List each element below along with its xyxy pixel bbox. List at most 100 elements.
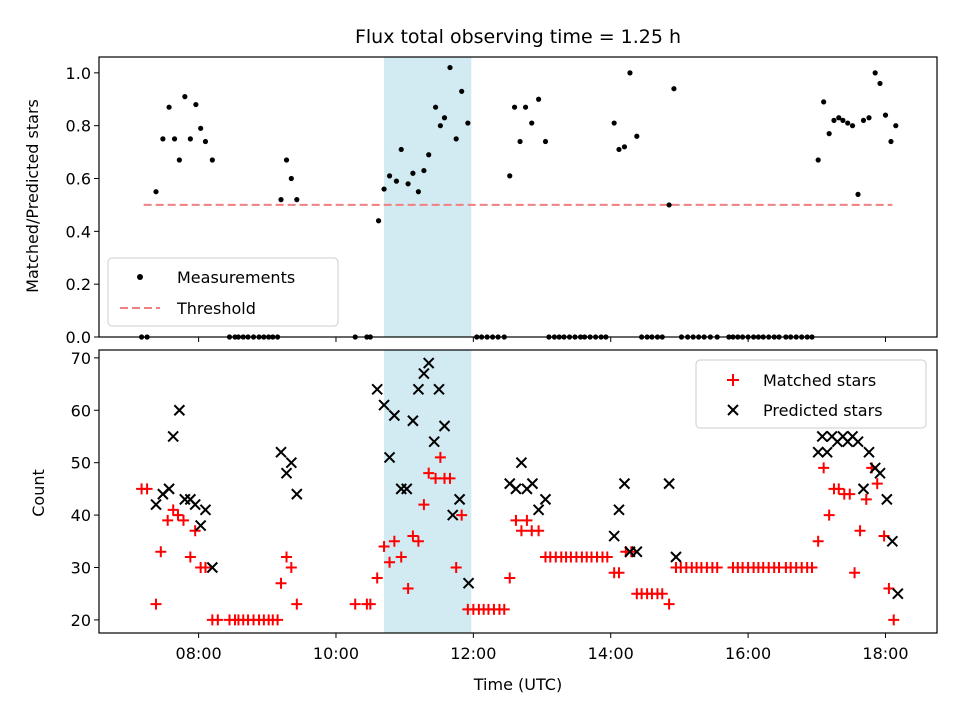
- ratio-plot-frame: [98, 56, 938, 338]
- matched-star-point: [601, 551, 613, 563]
- predicted-star-point: [670, 551, 682, 563]
- measurement-point: [872, 70, 878, 76]
- counts-panel: 20 30 40 50 60 70 08:00 10:00 12:00 14:00 16:00 18…: [29, 349, 938, 694]
- measurement-point: [432, 104, 439, 110]
- matched-star-point: [860, 493, 872, 505]
- measurement-point: [866, 115, 872, 121]
- measurement-point: [542, 138, 549, 145]
- measurement-point: [459, 88, 465, 94]
- y-tick-label: 0.4: [66, 222, 91, 241]
- measurement-point: [877, 80, 883, 87]
- measurement-point: [278, 197, 284, 203]
- predicted-star-point: [618, 477, 631, 490]
- predicted-star-point: [378, 399, 390, 411]
- measurement-point: [511, 104, 518, 110]
- measurement-point: [666, 202, 672, 208]
- measurement-point: [821, 99, 827, 105]
- y-tick-label: 70: [71, 349, 91, 368]
- measurement-point: [845, 120, 851, 126]
- matched-star-point: [533, 525, 545, 537]
- matched-star-point: [167, 504, 179, 516]
- matched-star-point: [521, 514, 533, 526]
- matched-star-point: [291, 598, 303, 610]
- measurement-point: [529, 120, 535, 126]
- measurement-point: [882, 112, 889, 118]
- predicted-star-point: [447, 509, 459, 521]
- y-tick-label: 20: [71, 611, 91, 630]
- predicted-star-point: [462, 577, 475, 589]
- measurement-point: [410, 170, 416, 176]
- counts-y-ticks: 20 30 40 50 60 70: [71, 349, 99, 630]
- predicted-star-point: [179, 493, 191, 506]
- legend-marker-predicted: [727, 404, 739, 416]
- measurement-point: [176, 157, 182, 163]
- measurement-point: [171, 136, 178, 142]
- predicted-star-point: [388, 409, 401, 422]
- measurement-point: [621, 144, 628, 150]
- matched-star-point: [656, 588, 668, 600]
- matched-star-point: [364, 598, 376, 610]
- predicted-star-point: [608, 530, 620, 542]
- counts-x-ticks: 08:00 10:00 12:00 14:00 16:00 18:00: [176, 633, 909, 663]
- matched-star-point: [402, 582, 414, 594]
- x-tick-label: 08:00: [176, 644, 222, 663]
- predicted-star-point: [857, 483, 870, 495]
- predicted-star-point: [199, 504, 212, 516]
- measurement-point: [393, 178, 400, 184]
- matched-star-point: [456, 509, 468, 521]
- measurement-point: [507, 173, 513, 179]
- ratio-legend: Measurements Threshold: [107, 257, 339, 327]
- measurement-point: [616, 146, 622, 153]
- measurement-point: [517, 138, 523, 145]
- predicted-star-point: [892, 587, 904, 600]
- matched-star-point: [177, 514, 189, 526]
- legend-label-matched: Matched stars: [763, 371, 876, 390]
- y-tick-label: 40: [71, 506, 91, 525]
- matched-star-point: [849, 567, 861, 579]
- measurement-point: [166, 104, 172, 110]
- measurement-point: [855, 191, 861, 197]
- measurement-point: [283, 157, 290, 163]
- measurement-point: [465, 120, 471, 126]
- measurement-point: [447, 64, 453, 71]
- measurement-point: [836, 115, 842, 121]
- matched-star-point: [285, 561, 297, 573]
- matched-star-point: [189, 525, 201, 537]
- predicted-star-point: [881, 493, 893, 506]
- measurement-point: [386, 173, 393, 179]
- predicted-star-point: [407, 415, 419, 427]
- measurement-point: [437, 123, 443, 129]
- predicted-star-point: [613, 504, 625, 516]
- matched-star-point: [162, 514, 174, 526]
- measurement-point: [627, 70, 633, 76]
- predicted-star-point: [812, 446, 824, 458]
- predicted-star-point: [285, 456, 298, 469]
- measurement-point: [849, 123, 856, 129]
- predicted-star-point: [539, 493, 552, 506]
- matched-star-point: [212, 614, 224, 626]
- measurement-point: [381, 186, 387, 192]
- matched-star-point: [883, 582, 895, 594]
- legend-marker-matched: [727, 374, 739, 386]
- matched-star-point: [833, 483, 845, 495]
- matched-star-point: [613, 567, 625, 579]
- predicted-star-point: [433, 383, 445, 396]
- measurement-point: [405, 181, 411, 187]
- measurement-point: [415, 189, 422, 195]
- matched-star-point: [199, 561, 211, 573]
- matched-star-point: [818, 462, 830, 474]
- measurement-point: [840, 117, 846, 123]
- matched-star-point: [510, 514, 522, 526]
- measurement-point: [441, 115, 448, 121]
- measurement-point: [375, 218, 382, 224]
- x-tick-label: 10:00: [313, 644, 359, 663]
- highlight-span: [384, 350, 472, 633]
- matched-star-point: [423, 467, 435, 479]
- measurement-point: [453, 136, 459, 142]
- predicted-star-point: [401, 483, 413, 495]
- matched-star-point: [384, 556, 396, 568]
- measurement-point: [160, 136, 166, 142]
- matched-star-point: [888, 614, 900, 626]
- matched-star-point: [378, 541, 390, 553]
